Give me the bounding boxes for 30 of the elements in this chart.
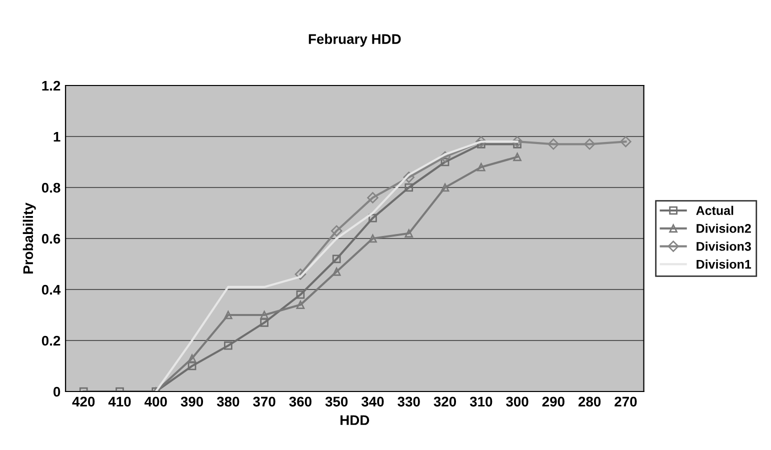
x-tick-label: 370: [253, 396, 276, 407]
legend-label: Division2: [696, 224, 751, 233]
y-tick-label: 0.2: [42, 336, 60, 346]
y-tick-label: 0: [54, 386, 60, 397]
x-tick-label: 350: [325, 396, 348, 407]
legend-label: Division1: [696, 260, 752, 269]
x-tick-label: 380: [216, 396, 240, 407]
chart-title: February HDD: [308, 34, 401, 47]
x-tick-label: 310: [470, 396, 492, 407]
legend-label: Actual: [696, 206, 734, 215]
x-tick-label: 300: [506, 396, 528, 407]
x-tick-label: 360: [289, 396, 312, 407]
x-tick-label: 320: [434, 396, 456, 407]
y-tick-label: 0.8: [42, 182, 60, 193]
y-tick-label: 0.6: [42, 234, 60, 244]
x-tick-label: 390: [180, 396, 204, 407]
x-tick-label: 330: [398, 396, 420, 407]
x-tick-label: 420: [72, 396, 95, 407]
x-tick-label: 410: [108, 396, 131, 407]
y-tick-label: 1.2: [42, 80, 60, 91]
x-tick-label: 290: [542, 396, 564, 407]
x-tick-label: 400: [144, 396, 167, 407]
x-tick-label: 340: [361, 396, 384, 407]
x-tick-label: 270: [614, 396, 637, 407]
x-tick-label: 280: [578, 396, 601, 407]
y-tick-label: 1: [54, 132, 60, 142]
x-axis-title: HDD: [340, 415, 370, 425]
y-axis-title: Probability: [22, 202, 36, 274]
y-tick-label: 0.4: [42, 284, 61, 295]
legend-label: Division3: [696, 242, 751, 251]
